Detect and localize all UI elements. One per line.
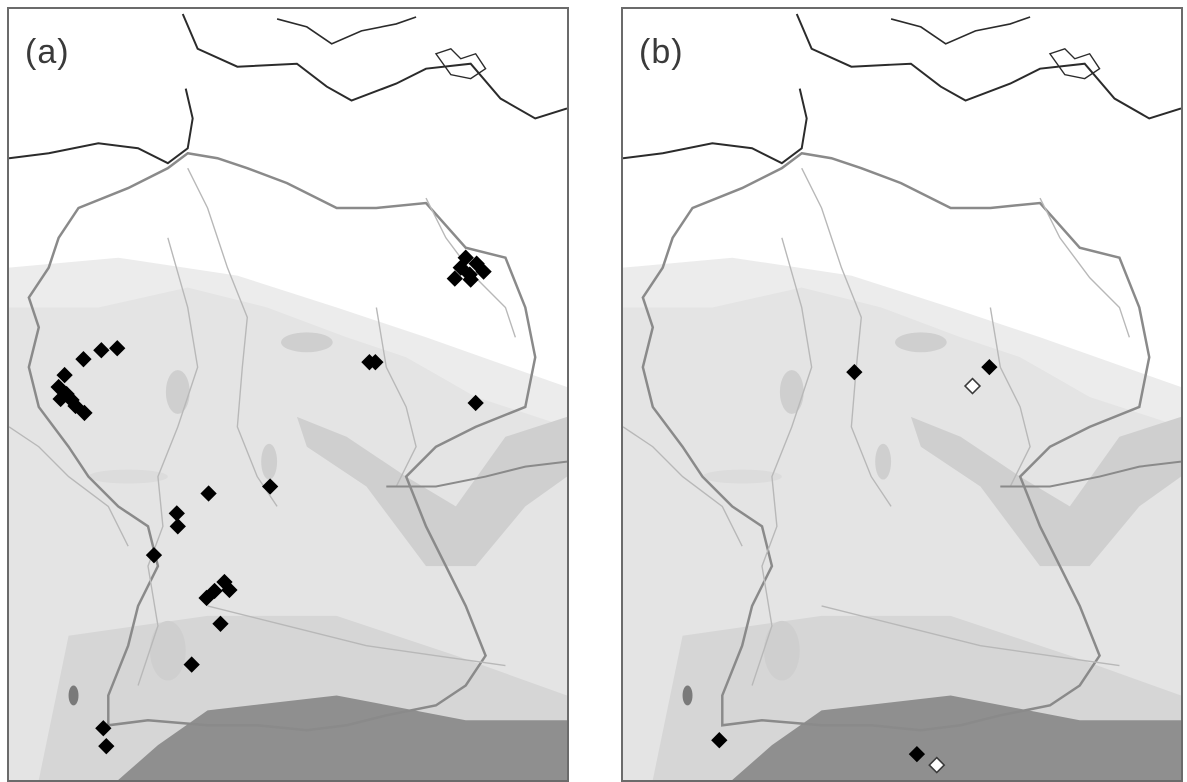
site-marker-filled <box>109 340 126 357</box>
map-svg-a <box>9 9 567 780</box>
site-marker-filled <box>52 390 69 408</box>
site-marker-filled <box>75 351 92 368</box>
site-marker-filled <box>98 738 115 755</box>
terrain-highland-east <box>296 416 567 567</box>
map-panel-b: (b) <box>621 7 1183 782</box>
site-marker-filled <box>446 270 463 287</box>
terrain-patch <box>763 620 800 681</box>
terrain-patch <box>261 443 278 480</box>
coastline-denmark <box>890 16 1031 45</box>
river-rhine <box>137 237 199 686</box>
site-marker-filled <box>95 720 112 737</box>
river-danube <box>821 605 1120 667</box>
site-marker-filled <box>367 354 384 371</box>
coastline-denmark <box>276 16 417 45</box>
terrain-patch <box>875 443 892 480</box>
border-west <box>9 426 129 547</box>
border-czech <box>386 460 567 488</box>
site-marker-open <box>928 756 946 774</box>
sea-baltic <box>182 9 567 89</box>
lake-constance <box>68 685 79 706</box>
border-germany <box>641 151 1151 732</box>
site-marker-filled <box>462 271 479 288</box>
site-marker-filled <box>169 518 186 535</box>
terrain-patch <box>281 332 333 353</box>
terrain-patch <box>895 332 947 353</box>
terrain-patch <box>702 469 782 484</box>
coastline-baltic <box>181 13 567 120</box>
site-marker-filled <box>452 259 469 276</box>
site-marker-filled <box>981 358 998 376</box>
island-ruegen <box>434 47 487 80</box>
river-elbe <box>989 307 1031 487</box>
site-marker-filled <box>212 615 229 632</box>
terrain-alps <box>732 695 1181 780</box>
site-marker-open <box>963 377 982 395</box>
site-marker-filled <box>467 394 484 412</box>
coastline-north-sea <box>623 88 808 165</box>
coastline-north-sea <box>9 88 194 165</box>
river-weser <box>801 167 892 507</box>
site-marker-filled <box>76 404 93 422</box>
site-marker-filled <box>145 547 163 564</box>
terrain-highland-east <box>910 416 1181 567</box>
sea-baltic <box>796 9 1181 89</box>
terrain-patch <box>88 469 168 484</box>
site-marker-filled <box>183 656 200 673</box>
site-marker-filled <box>908 745 926 763</box>
river-elbe <box>375 307 417 487</box>
panel-label-b: (b) <box>639 33 684 71</box>
border-czech <box>1000 460 1181 488</box>
lake-constance <box>682 685 693 706</box>
site-marker-filled <box>67 397 84 415</box>
site-marker-filled <box>711 732 728 749</box>
site-marker-filled <box>200 485 217 502</box>
river-rhine <box>751 237 813 686</box>
island-ruegen <box>1048 47 1101 80</box>
site-marker-filled <box>56 366 73 384</box>
site-marker-filled <box>261 478 279 495</box>
site-marker-filled <box>475 263 492 280</box>
terrain-patch <box>149 620 186 681</box>
terrain-patch <box>165 370 190 414</box>
site-marker-filled <box>198 589 215 607</box>
map-panel-a: (a) <box>7 7 569 782</box>
terrain-patch <box>779 370 804 414</box>
site-marker-filled <box>93 342 110 359</box>
panel-label-a: (a) <box>25 33 70 71</box>
site-marker-filled <box>221 581 238 599</box>
river-weser <box>187 167 278 507</box>
terrain-alps <box>118 695 567 780</box>
border-germany <box>27 151 537 732</box>
river-oder <box>1039 197 1131 338</box>
site-marker-filled <box>846 363 863 381</box>
border-west <box>623 426 743 547</box>
coastline-baltic <box>795 13 1181 120</box>
river-danube <box>207 605 506 667</box>
map-svg-b <box>623 9 1181 780</box>
